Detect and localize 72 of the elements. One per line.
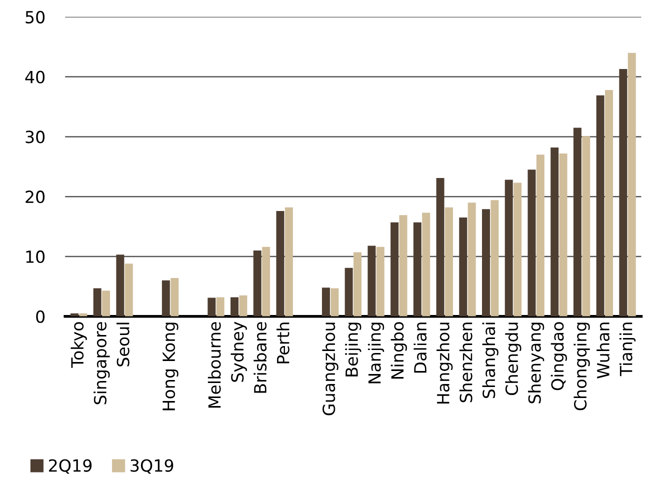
x-tick-label: Nanjing bbox=[368, 322, 384, 384]
bar bbox=[162, 280, 170, 316]
bar bbox=[536, 154, 544, 316]
x-tick-label: Beijing bbox=[345, 322, 362, 376]
y-tick-label: 10 bbox=[26, 250, 45, 264]
bar bbox=[170, 278, 179, 316]
bar bbox=[528, 170, 536, 316]
bar bbox=[504, 180, 513, 316]
legend-label: 3Q19 bbox=[130, 459, 174, 474]
bar bbox=[239, 295, 248, 316]
bar bbox=[93, 288, 102, 316]
x-tick-label: Ningbo bbox=[390, 322, 407, 379]
bar bbox=[208, 298, 216, 316]
x-tick-label: Seoul bbox=[116, 322, 130, 366]
bar bbox=[619, 69, 628, 316]
bar bbox=[230, 297, 239, 316]
bar bbox=[376, 246, 384, 316]
x-tick-label: Perth bbox=[276, 322, 290, 364]
bar bbox=[468, 202, 476, 316]
bar bbox=[444, 207, 453, 316]
y-tick-label: 40 bbox=[25, 70, 45, 84]
y-tick-label: 30 bbox=[26, 130, 45, 144]
bar bbox=[436, 178, 444, 316]
x-tick-label: Dalian bbox=[414, 322, 427, 373]
bar bbox=[344, 268, 353, 316]
bar bbox=[573, 128, 582, 316]
bar bbox=[322, 288, 330, 316]
bar bbox=[559, 153, 568, 316]
y-tick-label: 20 bbox=[26, 190, 45, 204]
y-tick-label: 50 bbox=[26, 10, 45, 24]
x-tick-label: Shanghai bbox=[482, 322, 498, 398]
x-tick-label: Chongqing bbox=[574, 322, 590, 410]
bar bbox=[330, 288, 339, 316]
bar bbox=[368, 246, 376, 316]
bar bbox=[276, 210, 284, 316]
x-tick-label: Chengdu bbox=[505, 322, 522, 396]
bar bbox=[390, 222, 399, 316]
x-tick-label: Tianjin bbox=[619, 322, 636, 376]
x-tick-label: Hong Kong bbox=[162, 322, 178, 410]
legend-label: 2Q19 bbox=[49, 459, 92, 474]
x-tick-label: Sydney bbox=[230, 322, 247, 382]
bar bbox=[284, 207, 293, 316]
bar bbox=[399, 215, 408, 316]
x-tick-label: Brisbane bbox=[254, 322, 267, 393]
bar bbox=[605, 90, 613, 316]
bar bbox=[102, 290, 110, 316]
x-tick-label: Wuhan bbox=[596, 322, 610, 378]
bar bbox=[413, 222, 422, 316]
bar bbox=[628, 52, 636, 316]
bar bbox=[354, 252, 362, 316]
bar bbox=[253, 250, 262, 316]
bar bbox=[482, 209, 490, 316]
bar bbox=[596, 95, 604, 316]
x-tick-label: Tokyo bbox=[70, 322, 87, 368]
x-tick-label: Hangzhou bbox=[436, 322, 453, 404]
x-tick-label: Shenyang bbox=[528, 322, 544, 404]
x-tick-label: Shenzhen bbox=[459, 322, 472, 402]
x-tick-label: Singapore bbox=[94, 322, 110, 404]
bar bbox=[124, 264, 133, 316]
bar bbox=[216, 297, 224, 316]
bar bbox=[582, 136, 590, 316]
x-tick-label: Melbourne bbox=[208, 322, 221, 408]
x-tick-label: Guangzhou bbox=[322, 322, 338, 416]
x-tick-label: Qingdao bbox=[550, 322, 567, 390]
bar bbox=[116, 254, 124, 316]
y-tick-label: 0 bbox=[36, 310, 45, 323]
bar bbox=[422, 212, 430, 316]
bar bbox=[262, 246, 270, 316]
bar bbox=[459, 218, 468, 316]
bar bbox=[550, 147, 559, 316]
bar bbox=[514, 182, 522, 316]
bar bbox=[490, 200, 499, 316]
